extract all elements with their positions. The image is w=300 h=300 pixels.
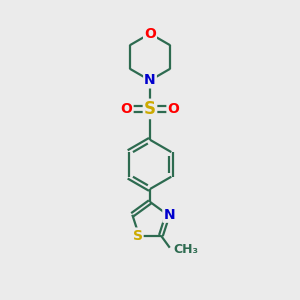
Text: O: O bbox=[167, 102, 179, 116]
Text: N: N bbox=[164, 208, 175, 222]
Text: O: O bbox=[144, 27, 156, 40]
Text: S: S bbox=[133, 229, 142, 242]
Text: O: O bbox=[121, 102, 133, 116]
Text: CH₃: CH₃ bbox=[173, 243, 198, 256]
Text: S: S bbox=[144, 100, 156, 118]
Text: N: N bbox=[144, 74, 156, 87]
